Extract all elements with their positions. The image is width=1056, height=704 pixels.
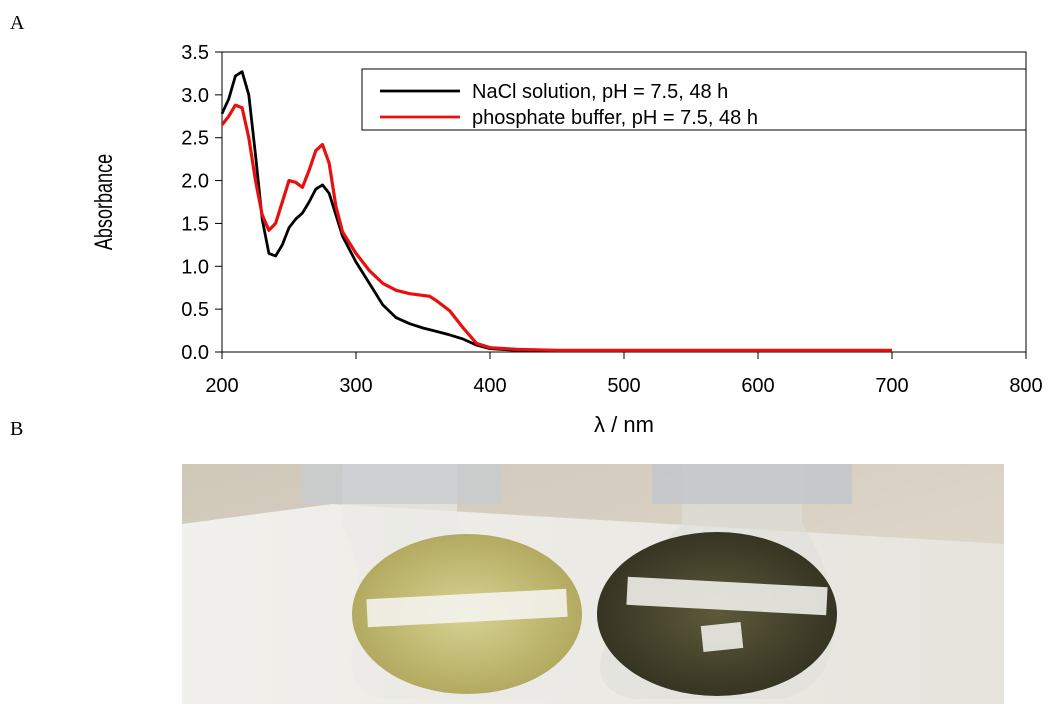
x-axis-label: λ / nm: [594, 412, 654, 437]
x-tick-label: 200: [205, 375, 238, 397]
x-tick-label: 300: [339, 375, 372, 397]
x-tick-label: 700: [875, 375, 908, 397]
absorbance-chart: 200 300 400 500 600 700 800 0.0 0.5 1.0 1.5 2.0 2.5 3…: [89, 42, 1043, 437]
x-tick-label: 500: [607, 375, 640, 397]
flask-photo: [182, 464, 1004, 704]
series-line-2: [220, 103, 892, 352]
x-tick-label: 600: [741, 375, 774, 397]
y-tick-label: 0.5: [181, 299, 209, 321]
y-tick-label: 3.5: [181, 42, 209, 64]
y-tick-label: 0.0: [181, 342, 209, 364]
panel-label-b: B: [10, 418, 24, 440]
y-tick-label: 2.0: [181, 171, 209, 193]
legend-label-2: phosphate buffer, pH = 7.5, 48 h: [472, 107, 758, 129]
legend-label-1: NaCl solution, pH = 7.5, 48 h: [472, 81, 728, 103]
y-tick-label: 1.5: [181, 213, 209, 235]
y-tick-label: 3.0: [181, 85, 209, 107]
flask-photo-icon: [182, 464, 1004, 704]
x-tick-label: 400: [473, 375, 506, 397]
y-axis-label: Absorbance: [89, 154, 118, 250]
x-tick-label: 800: [1009, 375, 1042, 397]
panel-label-a: A: [10, 12, 25, 34]
legend-box: [361, 68, 1027, 131]
y-tick-label: 2.5: [181, 128, 209, 150]
y-tick-label: 1.0: [181, 256, 209, 278]
